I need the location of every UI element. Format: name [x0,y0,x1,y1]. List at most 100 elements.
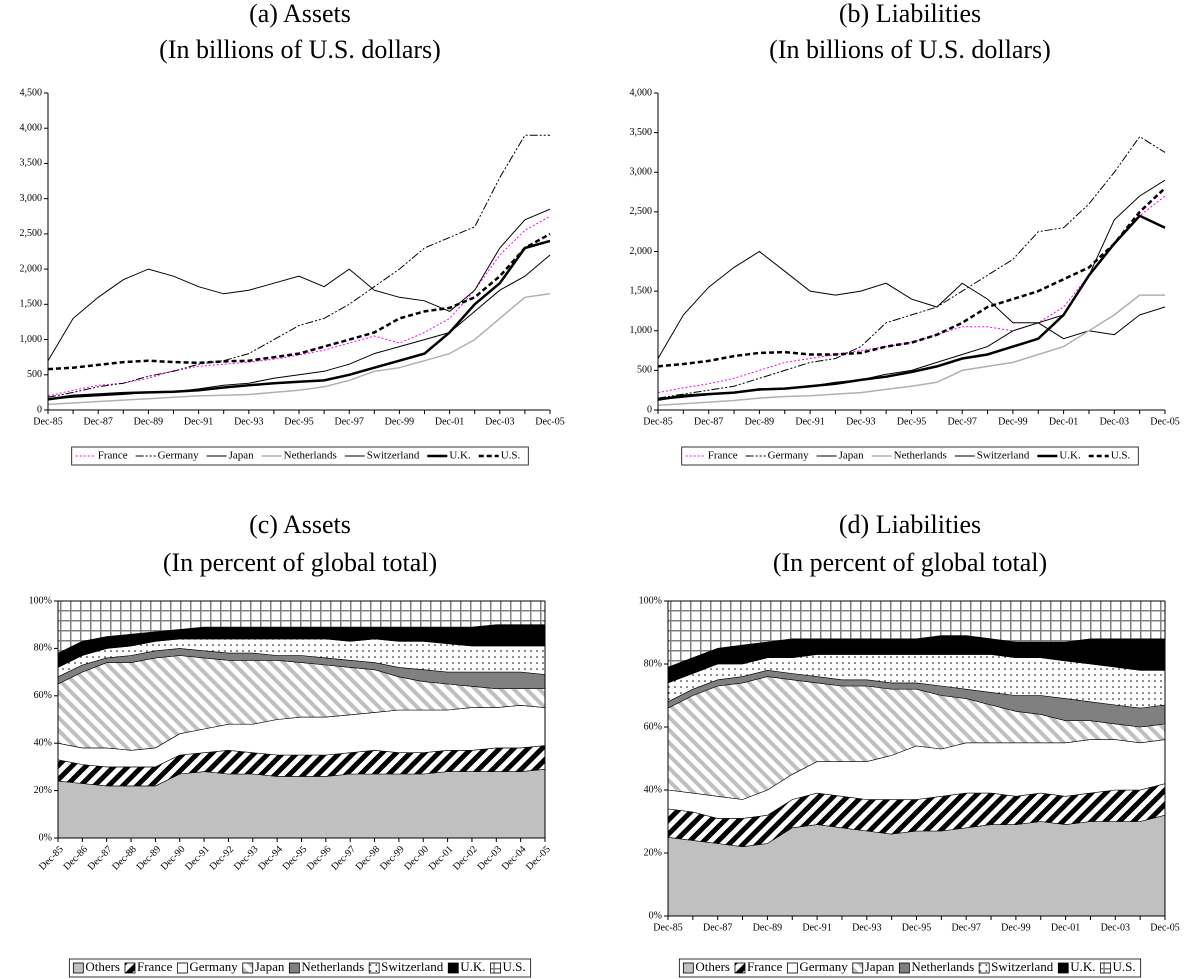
legend-label: Switzerland [977,450,1030,462]
legend-label: U.K. [449,450,471,462]
legend-swatch [1100,962,1111,974]
x-tick-label: Dec-03 [1101,922,1130,933]
series-line [47,215,551,397]
x-tick-label: Dec-04 [500,844,529,873]
x-tick-label: Dec-97 [329,844,358,873]
chart-title: (a) Assets [249,0,351,28]
y-tick-label: 3,000 [630,167,653,178]
x-tick-label: Dec-87 [694,416,723,427]
y-tick-label: 2,500 [20,228,43,239]
series-line [657,294,1165,406]
x-tick-label: Dec-05 [1150,922,1179,933]
series-line [657,179,1166,401]
series-line [657,195,1166,394]
y-tick-label: 500 [637,365,652,376]
chart-subtitle: (In percent of global total) [163,548,437,577]
x-tick-label: Dec-03 [485,416,514,427]
series-line [47,239,551,401]
series-line [47,232,551,371]
x-tick-label: Dec-95 [284,416,313,427]
legend-label: Japan [255,959,285,974]
x-tick-label: Dec-87 [83,416,112,427]
legend-label: U.S. [503,959,526,974]
x-tick-label: Dec-89 [135,844,164,873]
y-tick-label: 0 [37,404,42,415]
y-tick-label: 0 [647,404,652,415]
legend-label: Japan [839,450,865,462]
x-tick-label: Dec-99 [1001,922,1030,933]
series-line [47,208,551,361]
x-tick-label: Dec-97 [947,416,976,427]
legend-box [68,958,532,978]
y-tick-label: 3,000 [20,193,43,204]
legend-label: Germany [189,959,238,974]
y-tick-label: 60% [34,690,52,701]
chart-title: (b) Liabilities [839,0,981,28]
legend-swatch [734,962,746,974]
x-tick-label: Dec-02 [451,844,480,873]
legend-swatch [368,962,380,974]
legend-swatch [786,962,798,974]
legend-label: Netherlands [894,450,947,462]
y-tick-label: 1,500 [20,299,43,310]
x-tick-label: Dec-05 [535,416,564,427]
series-line [657,250,1166,359]
x-tick-label: Dec-95 [897,416,926,427]
chart-subtitle: (In billions of U.S. dollars) [159,35,441,64]
x-tick-label: Dec-94 [256,844,285,873]
y-tick-label: 100% [29,595,52,606]
legend-label: U.S. [501,450,521,462]
y-tick-label: 4,000 [20,123,43,134]
series-line [47,134,550,398]
x-tick-label: Dec-93 [846,416,875,427]
y-tick-label: 80% [34,643,52,654]
legend-label: U.K. [1059,450,1081,462]
y-tick-label: 20% [34,785,52,796]
legend-label: Switzerland [367,450,420,462]
y-tick-label: 2,500 [630,206,653,217]
legend-label: Netherlands [911,959,974,974]
x-tick-label: Dec-97 [334,416,363,427]
x-tick-label: Dec-85 [643,416,672,427]
x-tick-label: Dec-99 [998,416,1027,427]
y-tick-label: 40% [644,784,662,795]
legend-swatch [288,962,300,974]
y-tick-label: 2,000 [630,246,653,257]
x-tick-label: Dec-03 [475,844,504,873]
x-tick-label: Dec-96 [305,844,334,873]
y-tick-label: 1,000 [20,334,43,345]
y-tick-label: 500 [27,369,42,380]
x-tick-label: Dec-97 [951,922,980,933]
legend-swatch [682,962,694,974]
x-tick-label: Dec-87 [703,922,732,933]
y-tick-label: 60% [644,721,662,732]
x-tick-label: Dec-01 [1051,922,1080,933]
y-tick-label: 3,500 [20,158,43,169]
x-tick-label: Dec-85 [653,922,682,933]
legend-label: Germany [799,959,848,974]
x-tick-label: Dec-85 [37,844,66,873]
legend-label: Germany [158,450,199,462]
legend-label: U.K. [460,959,485,974]
y-tick-label: 3,500 [630,127,653,138]
legend-swatch [447,962,459,974]
legend-label: Others [85,959,120,974]
legend-swatch [124,962,136,974]
x-tick-label: Dec-05 [1150,416,1179,427]
x-tick-label: Dec-88 [110,844,139,873]
y-tick-label: 0% [649,910,662,921]
y-tick-label: 80% [644,658,662,669]
legend: France Germany Japan Netherlands Switzerland… [75,450,521,462]
x-tick-label: Dec-99 [378,844,407,873]
y-tick-label: 40% [34,737,52,748]
y-tick-label: 2,000 [20,263,43,274]
y-tick-label: 100% [639,595,662,606]
y-tick-label: 1,000 [630,325,653,336]
legend-label: U.S. [1113,959,1136,974]
legend-label: Japan [865,959,895,974]
y-tick-label: 4,500 [20,87,43,98]
legend-box [71,446,529,466]
chart-subtitle: (In percent of global total) [773,548,1047,577]
x-tick-label: Dec-90 [159,844,188,873]
